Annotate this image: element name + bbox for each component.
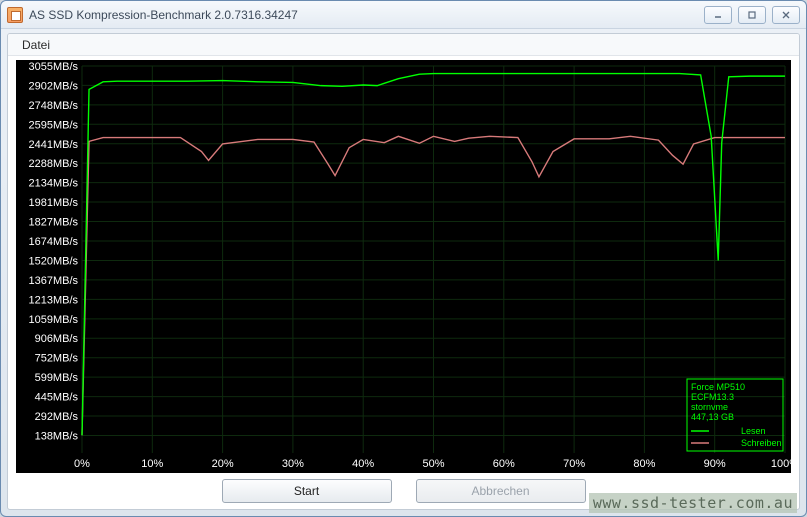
window-controls bbox=[704, 6, 800, 24]
titlebar: AS SSD Kompression-Benchmark 2.0.7316.34… bbox=[1, 1, 806, 29]
svg-text:1520MB/s: 1520MB/s bbox=[28, 255, 78, 267]
compression-chart: 3055MB/s 2902MB/s 2748MB/s 2595MB/s 2441MB/s… bbox=[16, 60, 791, 473]
svg-text:445MB/s: 445MB/s bbox=[35, 392, 79, 404]
svg-text:447,13 GB: 447,13 GB bbox=[691, 412, 734, 422]
svg-text:752MB/s: 752MB/s bbox=[35, 353, 79, 365]
minimize-icon bbox=[713, 10, 723, 20]
svg-text:50%: 50% bbox=[422, 458, 444, 470]
svg-text:2134MB/s: 2134MB/s bbox=[28, 178, 78, 190]
svg-text:30%: 30% bbox=[282, 458, 304, 470]
menubar: Datei bbox=[8, 34, 799, 56]
svg-text:70%: 70% bbox=[563, 458, 585, 470]
svg-text:90%: 90% bbox=[704, 458, 726, 470]
maximize-button[interactable] bbox=[738, 6, 766, 24]
client-area: Datei 3055MB/s 2902MB/s 2748MB/s 2595MB/s 24… bbox=[7, 33, 800, 510]
svg-text:20%: 20% bbox=[212, 458, 234, 470]
app-icon bbox=[7, 7, 23, 23]
svg-text:40%: 40% bbox=[352, 458, 374, 470]
svg-text:138MB/s: 138MB/s bbox=[35, 431, 79, 443]
svg-text:1213MB/s: 1213MB/s bbox=[28, 294, 78, 306]
svg-text:2902MB/s: 2902MB/s bbox=[28, 80, 78, 92]
svg-text:60%: 60% bbox=[493, 458, 515, 470]
svg-text:1981MB/s: 1981MB/s bbox=[28, 197, 78, 209]
svg-text:80%: 80% bbox=[633, 458, 655, 470]
app-window: AS SSD Kompression-Benchmark 2.0.7316.34… bbox=[0, 0, 807, 517]
svg-text:10%: 10% bbox=[141, 458, 163, 470]
menu-datei[interactable]: Datei bbox=[14, 36, 58, 54]
svg-text:ECFM13.3: ECFM13.3 bbox=[691, 392, 734, 402]
close-icon bbox=[781, 10, 791, 20]
svg-text:3055MB/s: 3055MB/s bbox=[28, 61, 78, 73]
content-area: 3055MB/s 2902MB/s 2748MB/s 2595MB/s 2441MB/s… bbox=[8, 56, 799, 509]
svg-text:1059MB/s: 1059MB/s bbox=[28, 314, 78, 326]
svg-text:1367MB/s: 1367MB/s bbox=[28, 275, 78, 287]
svg-text:stornvme: stornvme bbox=[691, 402, 728, 412]
minimize-button[interactable] bbox=[704, 6, 732, 24]
maximize-icon bbox=[747, 10, 757, 20]
svg-text:Force MP510: Force MP510 bbox=[691, 382, 745, 392]
chart-container: 3055MB/s 2902MB/s 2748MB/s 2595MB/s 2441MB/s… bbox=[16, 60, 791, 473]
svg-text:0%: 0% bbox=[74, 458, 90, 470]
watermark: www.ssd-tester.com.au bbox=[589, 493, 797, 513]
svg-text:Schreiben: Schreiben bbox=[741, 438, 782, 448]
abort-button: Abbrechen bbox=[416, 479, 586, 503]
svg-text:Lesen: Lesen bbox=[741, 426, 766, 436]
window-title: AS SSD Kompression-Benchmark 2.0.7316.34… bbox=[29, 8, 704, 22]
svg-text:906MB/s: 906MB/s bbox=[35, 333, 79, 345]
close-button[interactable] bbox=[772, 6, 800, 24]
svg-text:292MB/s: 292MB/s bbox=[35, 411, 79, 423]
svg-text:1827MB/s: 1827MB/s bbox=[28, 217, 78, 229]
svg-text:2748MB/s: 2748MB/s bbox=[28, 100, 78, 112]
svg-text:599MB/s: 599MB/s bbox=[35, 372, 79, 384]
svg-text:2288MB/s: 2288MB/s bbox=[28, 158, 78, 170]
start-button[interactable]: Start bbox=[222, 479, 392, 503]
svg-text:2441MB/s: 2441MB/s bbox=[28, 139, 78, 151]
svg-text:100%: 100% bbox=[771, 458, 791, 470]
svg-text:2595MB/s: 2595MB/s bbox=[28, 119, 78, 131]
svg-text:1674MB/s: 1674MB/s bbox=[28, 236, 78, 248]
